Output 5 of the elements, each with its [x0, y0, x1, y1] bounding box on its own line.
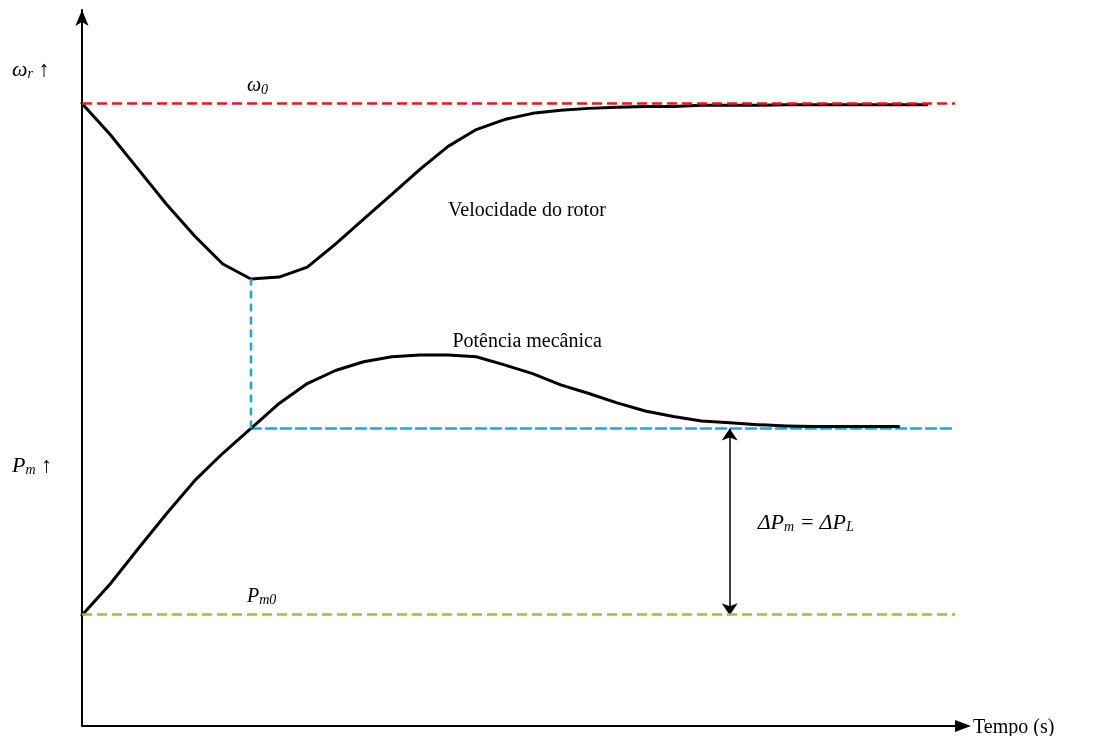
text: Velocidade do rotor	[448, 198, 607, 221]
series-label: Potência mecânica	[452, 328, 602, 351]
annotation: ΔPm = ΔPL	[756, 509, 855, 535]
y-axis-title: ωr ↑	[12, 55, 50, 81]
text: Pm ↑	[11, 451, 53, 477]
